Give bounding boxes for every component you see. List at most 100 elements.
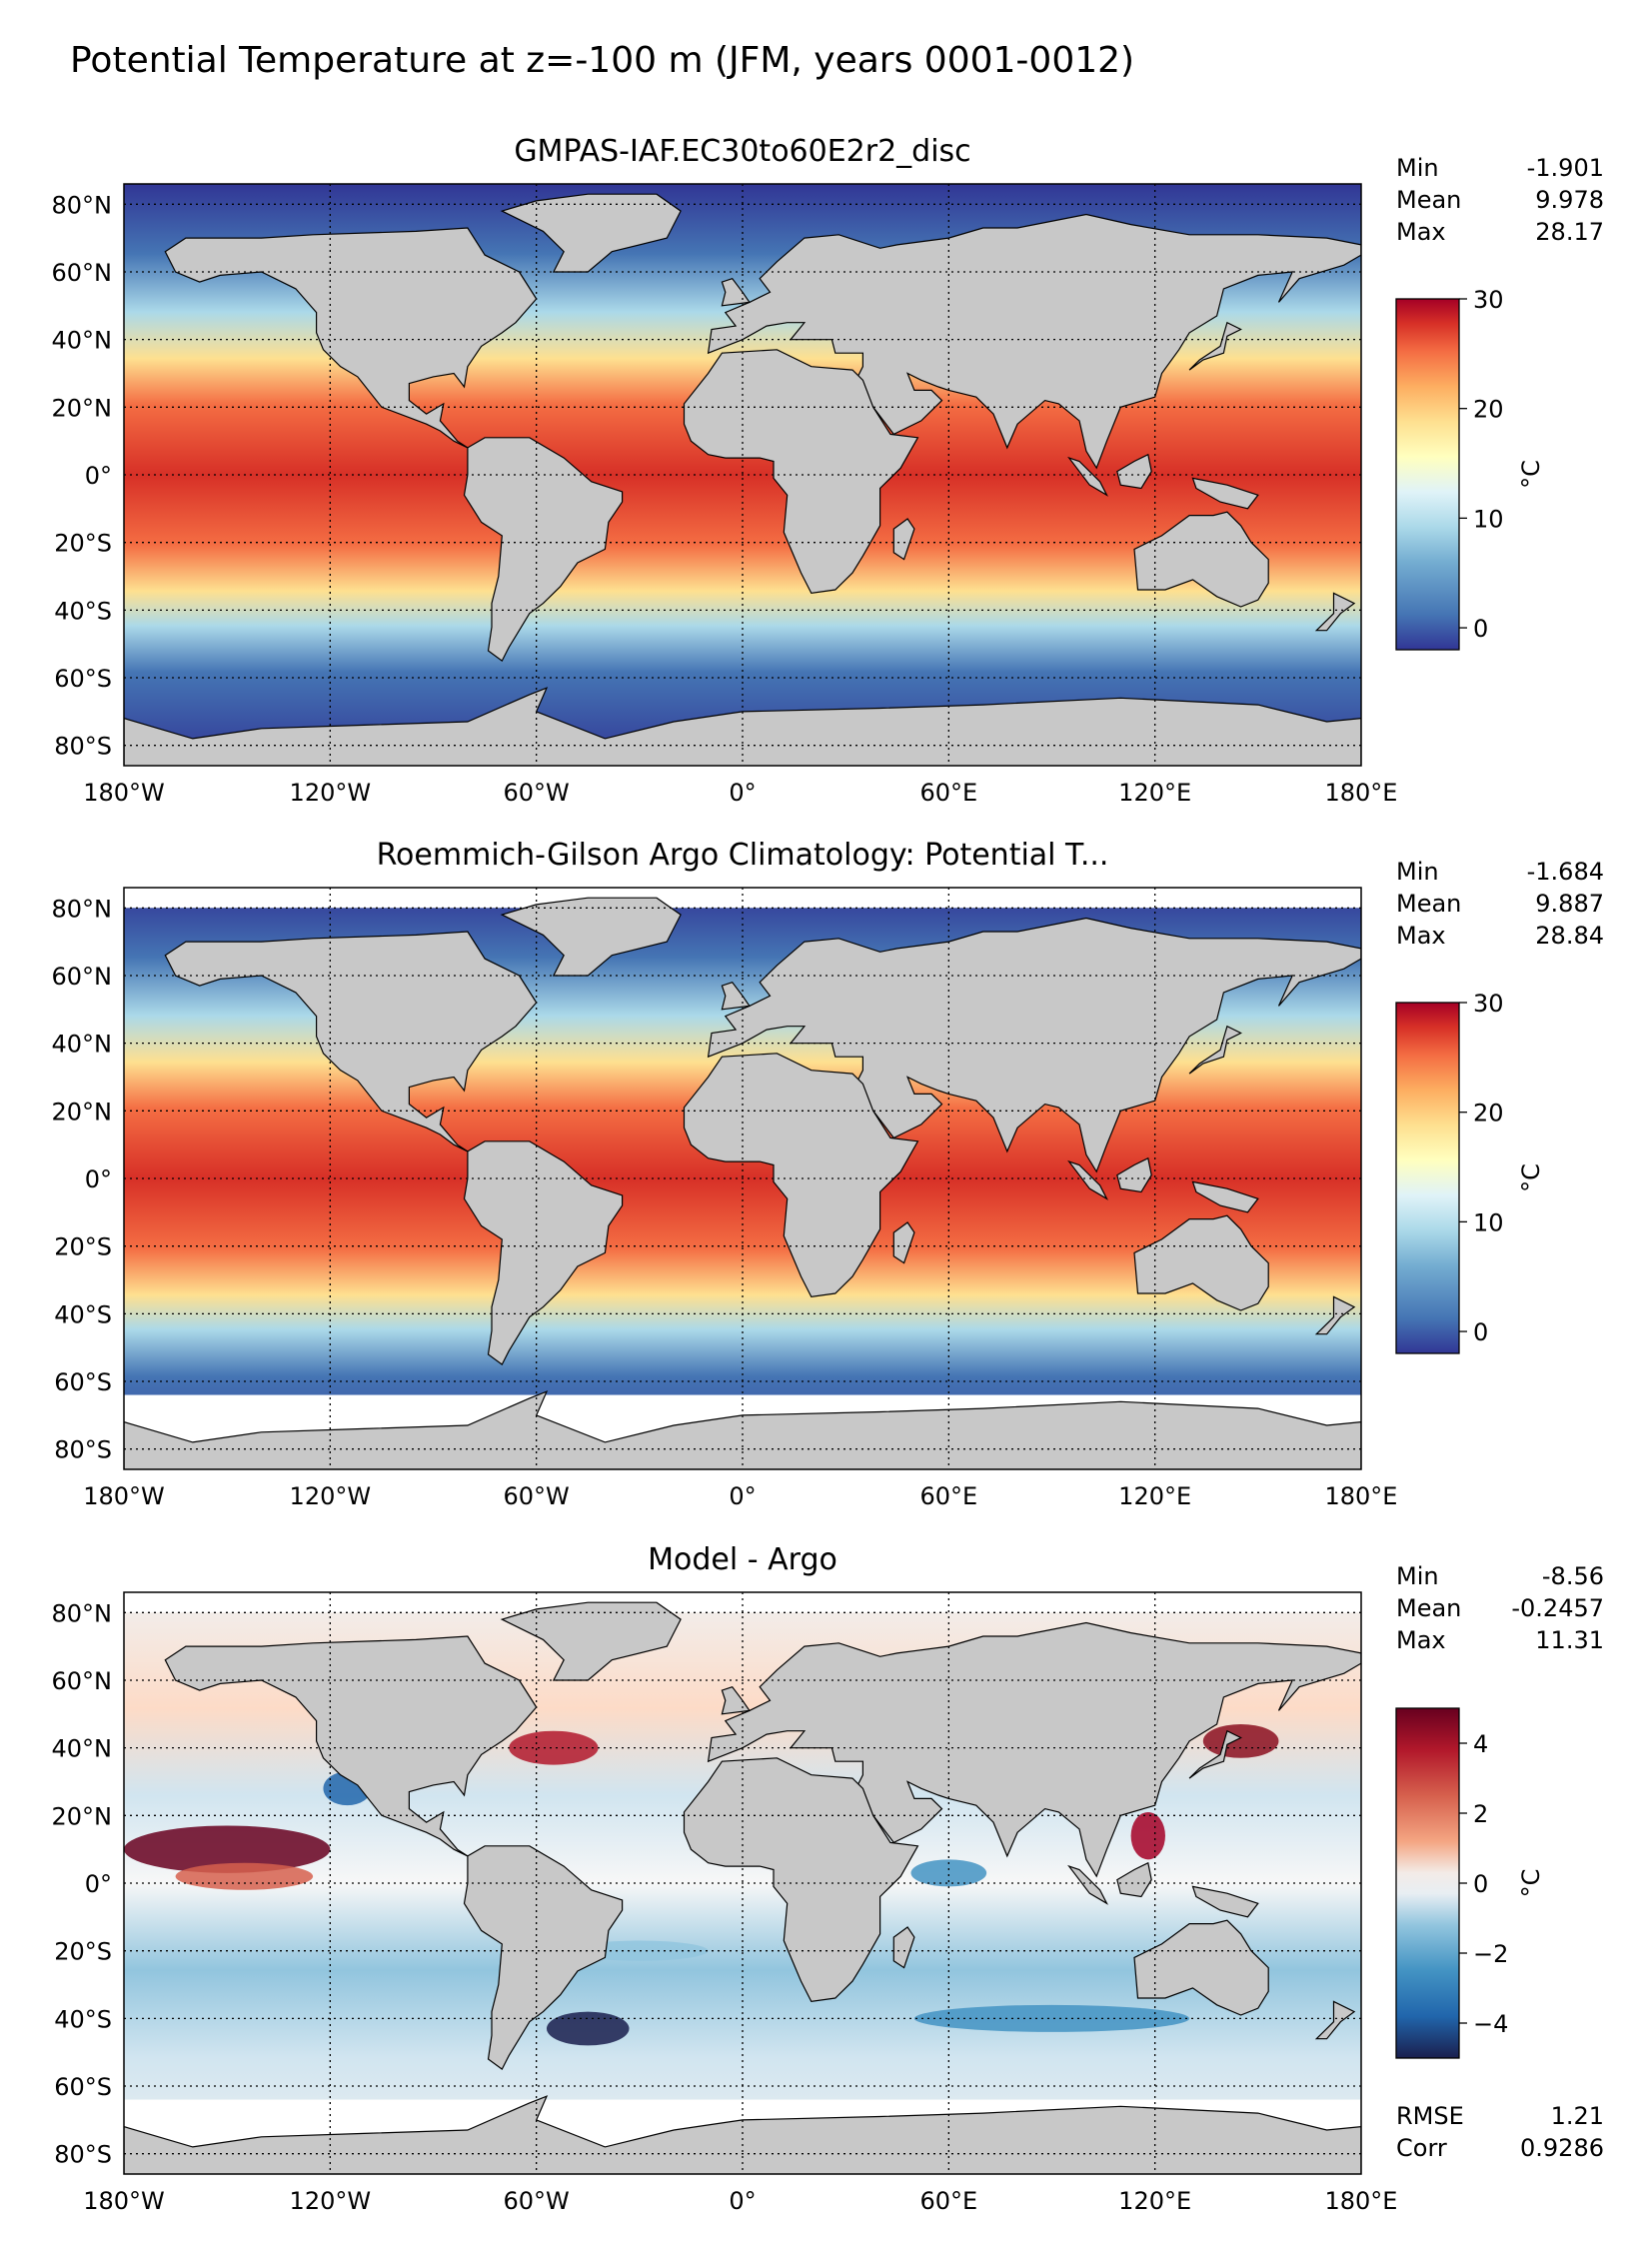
- colorbar-tick-label: 0: [1473, 615, 1488, 643]
- greenland-landmass: [500, 1601, 682, 1681]
- lat-tick-label: 60°N: [52, 259, 113, 287]
- japan-landmass: [1188, 321, 1242, 371]
- lon-tick-label: 60°W: [504, 779, 570, 807]
- panel-title: GMPAS-IAF.EC30to60E2r2_disc: [514, 134, 970, 169]
- greenland-landmass: [500, 193, 682, 273]
- stat-value: 9.978: [1535, 186, 1604, 214]
- lon-tick-label: 180°W: [83, 779, 165, 807]
- antarctica-landmass: [124, 687, 1361, 766]
- north-america-landmass: [164, 227, 538, 449]
- anomaly-blob: [175, 1862, 314, 1890]
- lat-tick-label: 80°N: [52, 191, 113, 219]
- anomaly-blob: [1130, 1811, 1165, 1860]
- lon-tick-label: 0°: [729, 2187, 756, 2215]
- stat-label: Min: [1396, 1562, 1439, 1590]
- stat-label: RMSE: [1396, 2102, 1464, 2130]
- stat-label: Max: [1396, 218, 1446, 246]
- lon-tick-label: 180°E: [1325, 779, 1398, 807]
- japan-landmass: [1188, 1025, 1242, 1075]
- stat-label: Max: [1396, 1626, 1446, 1654]
- antarctica-landmass: [124, 2095, 1361, 2174]
- south-america-landmass: [463, 1845, 624, 2071]
- colorbar-tick-label: 0: [1473, 1318, 1488, 1346]
- lat-tick-label: 40°N: [52, 1031, 113, 1059]
- greenland-landmass: [500, 897, 682, 977]
- stat-value: 9.887: [1535, 890, 1604, 918]
- stat-value: 1.21: [1551, 2102, 1604, 2130]
- colorbar: [1395, 298, 1460, 651]
- lat-tick-label: 80°S: [54, 1436, 112, 1464]
- lat-tick-label: 20°N: [52, 1098, 113, 1126]
- lon-tick-label: 180°W: [83, 2187, 165, 2215]
- north-america-landmass: [164, 931, 538, 1152]
- stat-label: Mean: [1396, 890, 1461, 918]
- lon-tick-label: 180°W: [83, 1482, 165, 1510]
- stat-label: Min: [1396, 858, 1439, 886]
- africa-landmass: [683, 1757, 919, 2003]
- anomaly-blob: [124, 1825, 331, 1873]
- lat-tick-label: 60°S: [54, 1368, 112, 1396]
- lat-tick-label: 80°S: [54, 2141, 112, 2169]
- colorbar-tick-label: 10: [1473, 505, 1504, 533]
- lat-tick-label: 80°N: [52, 895, 113, 923]
- nodata-band: [124, 888, 1361, 909]
- stat-value: 28.17: [1535, 218, 1604, 246]
- lat-tick-label: 60°S: [54, 665, 112, 693]
- stat-value: -0.2457: [1511, 1594, 1604, 1622]
- sumatra-landmass: [1067, 1159, 1108, 1200]
- colorbar: [1395, 1707, 1460, 2059]
- lat-tick-label: 80°S: [54, 733, 112, 761]
- colorbar-tick-label: 20: [1473, 396, 1504, 424]
- colorbar-tick-label: −2: [1473, 1940, 1508, 1968]
- colorbar-tick-label: 4: [1473, 1730, 1488, 1758]
- australia-landmass: [1133, 1214, 1269, 1311]
- borneo-landmass: [1116, 1861, 1152, 1898]
- north-america-landmass: [164, 1635, 538, 1857]
- stat-label: Mean: [1396, 186, 1461, 214]
- nodata-band: [124, 1592, 1361, 1613]
- colorbar-tick-label: 30: [1473, 286, 1504, 314]
- lon-tick-label: 0°: [729, 1482, 756, 1510]
- anomaly-blob: [910, 1859, 987, 1887]
- lat-tick-label: 60°S: [54, 2073, 112, 2101]
- stat-label: Corr: [1396, 2134, 1447, 2162]
- new-guinea-landmass: [1191, 1885, 1259, 1918]
- anomaly-blob: [546, 2011, 630, 2046]
- lat-tick-label: 40°S: [54, 597, 112, 625]
- colorbar-unit: °C: [1517, 460, 1545, 489]
- lat-tick-label: 20°S: [54, 1233, 112, 1261]
- stat-label: Max: [1396, 922, 1446, 950]
- map-frame: [123, 183, 1362, 767]
- stat-label: Mean: [1396, 1594, 1461, 1622]
- colorbar-unit: °C: [1517, 1163, 1545, 1192]
- map-panel: Roemmich-Gilson Argo Climatology: Potent…: [52, 838, 1605, 1510]
- new-zealand-landmass: [1314, 1295, 1356, 1335]
- madagascar-landmass: [892, 1926, 915, 1969]
- new-zealand-landmass: [1314, 592, 1356, 632]
- figure-title: Potential Temperature at z=-100 m (JFM, …: [70, 40, 1134, 81]
- map-frame: [123, 1591, 1362, 2175]
- stat-label: Min: [1396, 154, 1439, 182]
- lat-tick-label: 60°N: [52, 963, 113, 991]
- lat-tick-label: 20°S: [54, 1938, 112, 1966]
- anomaly-blob: [913, 2004, 1190, 2032]
- lon-tick-label: 60°E: [919, 779, 977, 807]
- australia-landmass: [1133, 1919, 1269, 2016]
- new-zealand-landmass: [1314, 2000, 1356, 2040]
- panel-title: Roemmich-Gilson Argo Climatology: Potent…: [377, 838, 1109, 873]
- lon-tick-label: 180°E: [1325, 2187, 1398, 2215]
- lon-tick-label: 60°E: [919, 1482, 977, 1510]
- colorbar-tick-label: 0: [1473, 1870, 1488, 1898]
- lat-tick-label: 0°: [85, 1165, 112, 1193]
- africa-landmass: [683, 1053, 919, 1298]
- lat-tick-label: 20°S: [54, 530, 112, 558]
- africa-landmass: [683, 349, 919, 595]
- lat-tick-label: 20°N: [52, 1802, 113, 1830]
- colorbar-unit: °C: [1517, 1869, 1545, 1898]
- anomaly-blob: [509, 1730, 599, 1765]
- stat-value: 28.84: [1535, 922, 1604, 950]
- antarctica-landmass: [124, 1390, 1361, 1469]
- panel-title: Model - Argo: [648, 1542, 837, 1577]
- madagascar-landmass: [892, 1221, 915, 1264]
- map-panel: GMPAS-IAF.EC30to60E2r2_disc 80°N 60°N 40°N 2…: [52, 134, 1605, 807]
